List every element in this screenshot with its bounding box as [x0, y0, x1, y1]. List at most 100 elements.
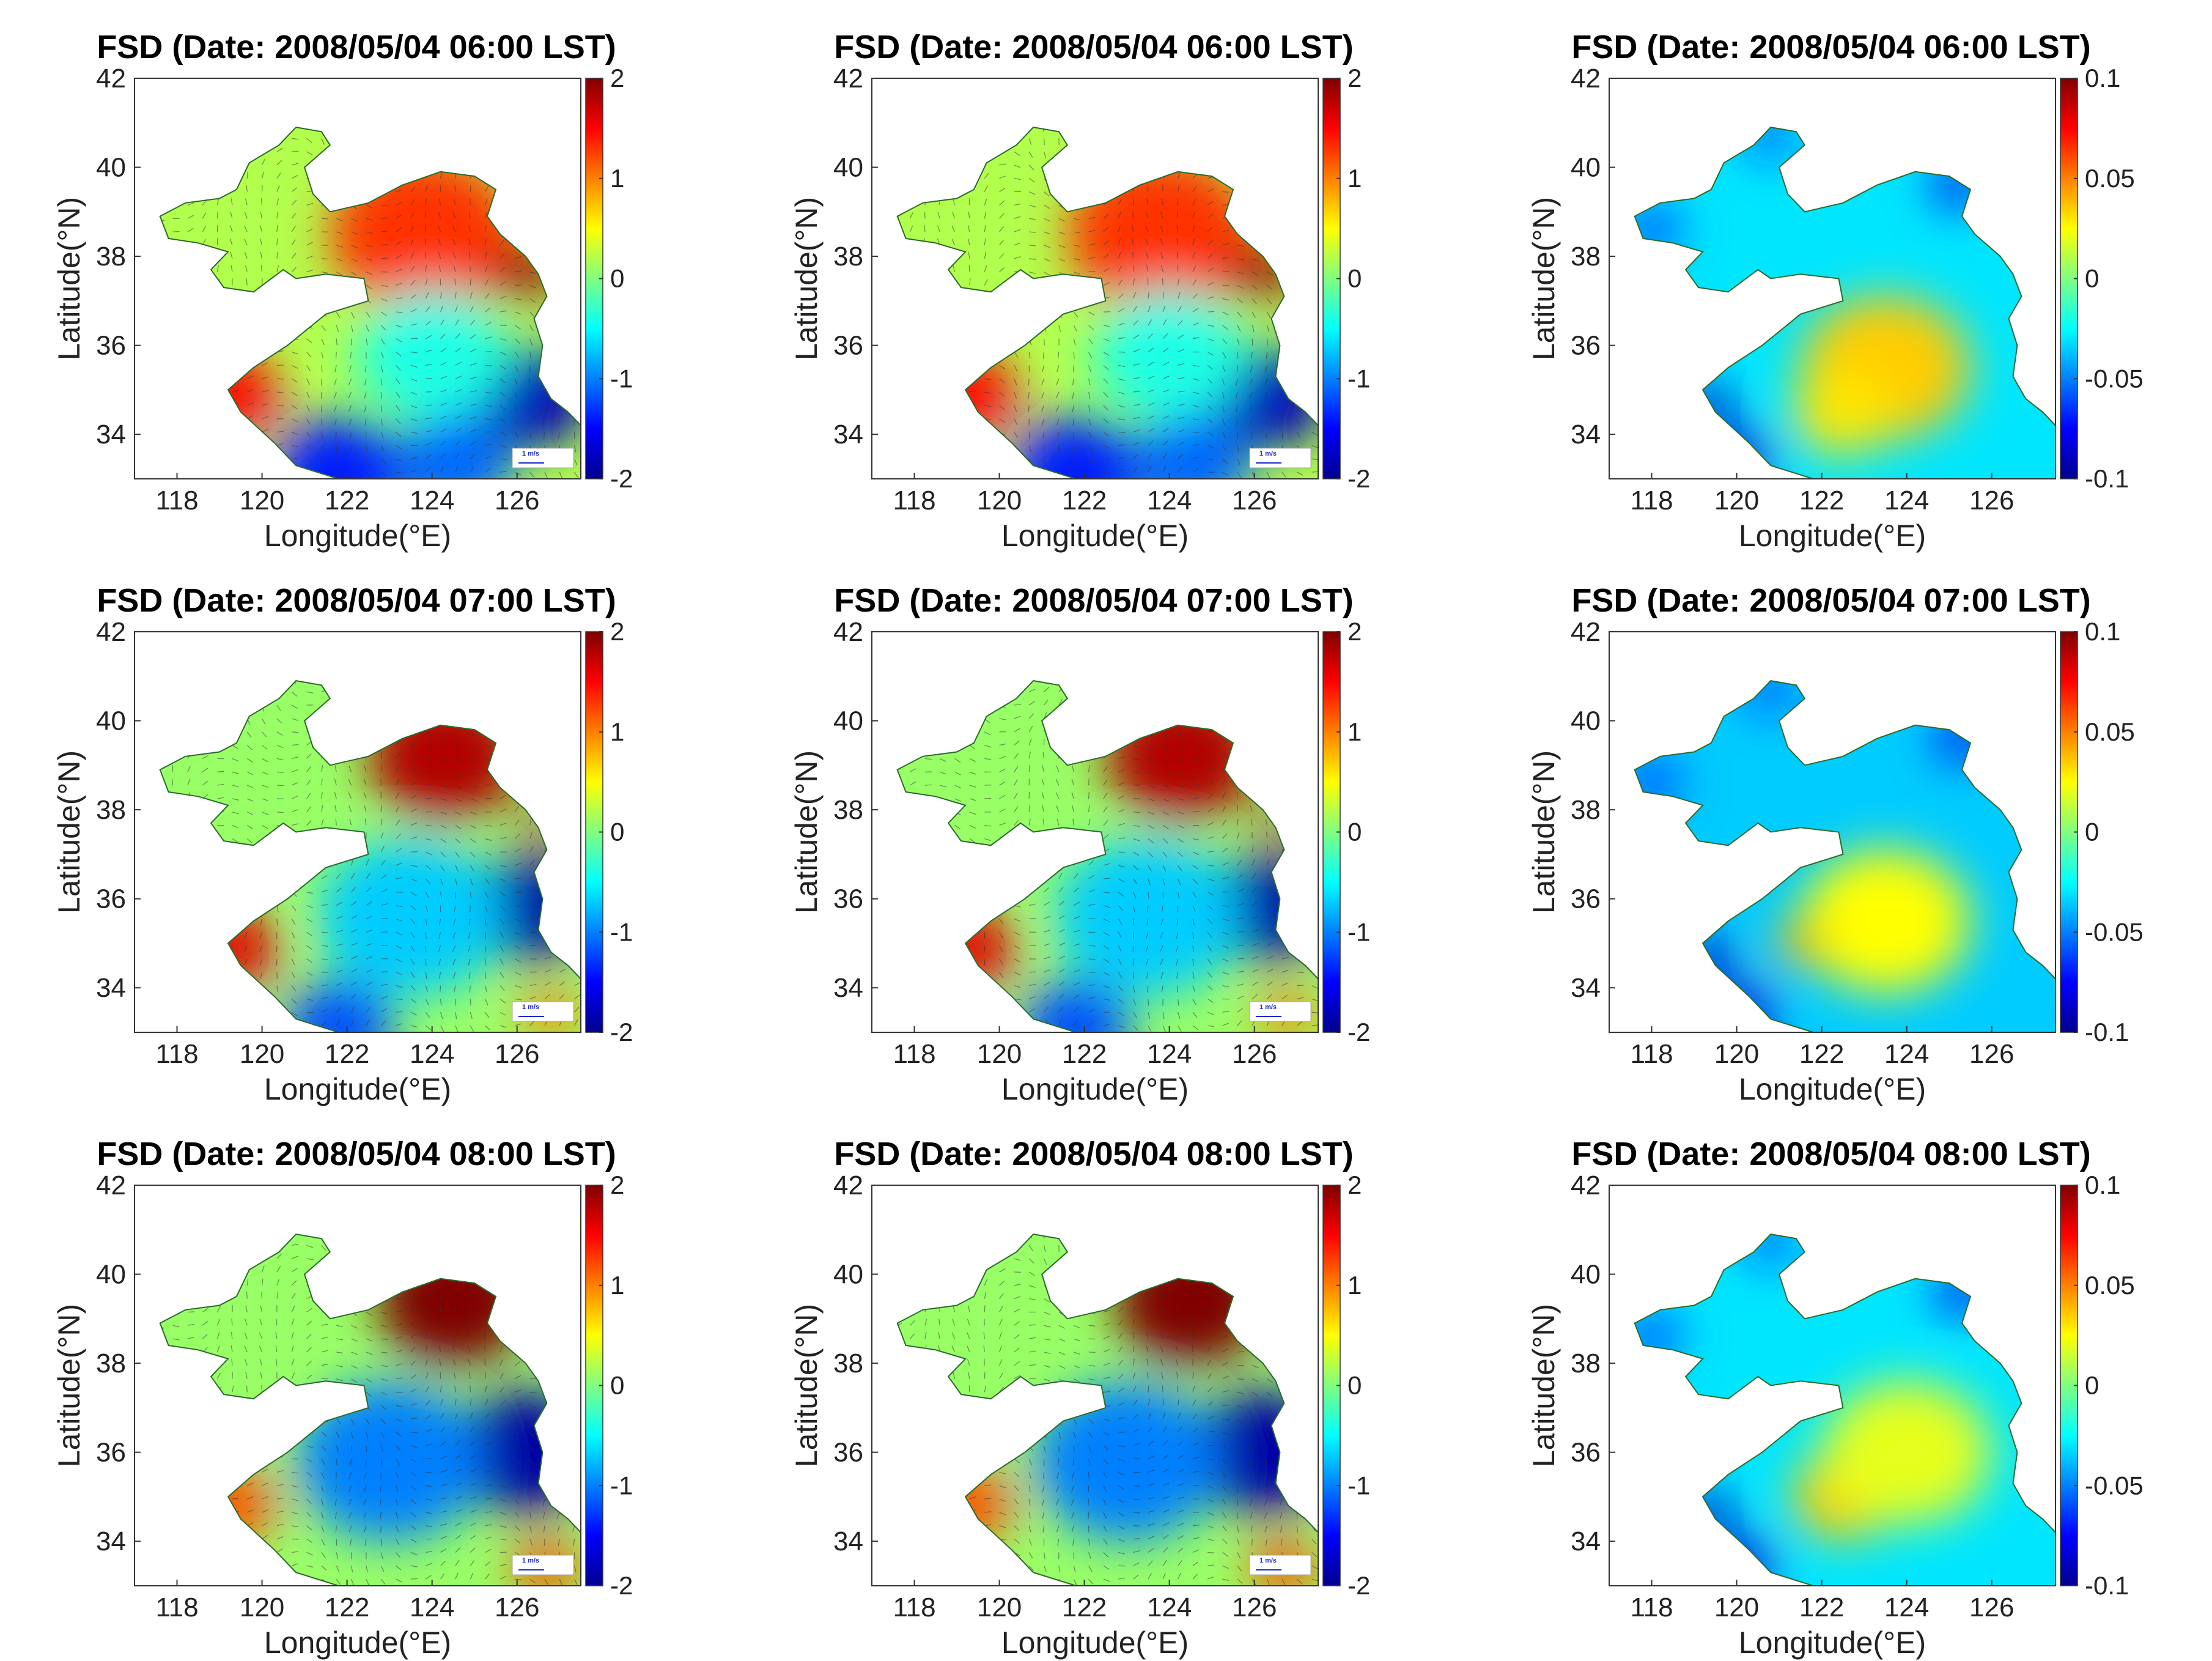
x-tick-label: 120: [1714, 1593, 1759, 1622]
chart-panel: 118 120 122 124 126 34 36 38 40 42 Longitude(°E) La…: [0, 553, 737, 1107]
y-axis-label: Latitude(°N): [1527, 197, 1561, 360]
chart-title: FSD (Date: 2008/05/04 06:00 LST): [834, 29, 1353, 65]
y-tick-label: 38: [1571, 1348, 1601, 1378]
colorbar-tick-label: -2: [610, 464, 633, 493]
y-tick-label: 38: [833, 1348, 863, 1378]
y-tick-label: 38: [833, 242, 863, 272]
x-tick-label: 120: [240, 1593, 284, 1622]
vector-scale-label: 1 m/s: [1259, 1004, 1277, 1011]
chart-panel: 118 120 122 124 126 34 36 38 40 42 Longitude(°E) La…: [1475, 0, 2212, 553]
field-blob: [1229, 245, 1297, 303]
y-tick-label: 36: [833, 331, 863, 361]
colorbar-tick-label: 2: [1347, 64, 1362, 92]
y-tick-label: 36: [833, 884, 863, 914]
x-tick-label: 124: [1884, 1593, 1929, 1622]
y-tick-label: 40: [833, 706, 863, 736]
y-tick-label: 40: [1571, 153, 1601, 183]
y-tick-label: 34: [1571, 973, 1601, 1003]
y-tick-label: 42: [96, 64, 126, 94]
field-blob: [1634, 758, 1682, 808]
field-blob: [181, 1465, 275, 1546]
chart-panel: 118 120 122 124 126 34 36 38 40 42 Longitude(°E) La…: [1475, 553, 2212, 1107]
y-tick-label: 34: [1571, 420, 1601, 449]
colorbar-tick-label: 0: [2085, 1371, 2099, 1400]
y-tick-label: 34: [96, 1526, 126, 1556]
y-tick-label: 34: [96, 973, 126, 1003]
colorbar-tick-label: 2: [610, 617, 624, 646]
x-tick-label: 124: [410, 486, 454, 516]
y-tick-label: 38: [96, 1348, 126, 1378]
colorbar-tick-label: 1: [610, 1271, 624, 1300]
axes-box: [134, 78, 581, 479]
field-blob: [1105, 691, 1259, 822]
coastline: [896, 680, 1319, 1033]
y-axis-label: Latitude(°N): [52, 750, 86, 914]
chart-title: FSD (Date: 2008/05/04 07:00 LST): [97, 582, 616, 619]
field-blob: [270, 416, 407, 479]
colorbar-tick-label: -1: [610, 364, 633, 393]
field-blob: [1800, 848, 1971, 994]
colorbar-tick-label: -2: [610, 1018, 633, 1046]
chart-title: FSD (Date: 2008/05/04 08:00 LST): [1571, 1136, 2090, 1172]
y-axis-label: Latitude(°N): [1527, 1304, 1561, 1467]
x-tick-label: 118: [893, 1039, 935, 1069]
colorbar-tick-label: 0.1: [2085, 617, 2120, 646]
x-tick-label: 120: [977, 1039, 1022, 1069]
x-axis-label: Longitude(°E): [264, 519, 451, 553]
y-tick-label: 42: [96, 617, 126, 647]
x-tick-label: 118: [155, 486, 198, 516]
y-tick-label: 42: [1571, 1171, 1601, 1200]
y-tick-label: 34: [1571, 1526, 1601, 1556]
colorbar-tick-label: -2: [1347, 1018, 1370, 1046]
colorbar-tick-label: 0: [2085, 818, 2099, 846]
coastline: [1634, 127, 2056, 479]
y-tick-label: 40: [833, 153, 863, 183]
y-axis-label: Latitude(°N): [1527, 750, 1561, 914]
x-tick-label: 124: [410, 1593, 454, 1622]
coastline: [1634, 1234, 2056, 1586]
y-tick-label: 40: [833, 1260, 863, 1290]
field-blob: [1936, 1270, 1988, 1314]
y-tick-label: 40: [96, 1260, 126, 1290]
colorbar-tick-label: 0.05: [2085, 717, 2135, 746]
y-tick-label: 36: [1571, 1438, 1601, 1468]
colorbar-tick-label: 0: [1347, 264, 1362, 293]
coastline: [159, 127, 581, 479]
y-tick-label: 42: [833, 617, 863, 647]
chart-svg: 118 120 122 124 1263436384042Longitude(°E)La…: [52, 29, 633, 553]
axes-box: [134, 1185, 581, 1586]
field-layer: [1634, 1234, 2055, 1586]
y-tick-label: 38: [96, 795, 126, 825]
y-tick-label: 36: [96, 331, 126, 361]
x-axis-label: Longitude(°E): [1739, 519, 1926, 553]
colorbar-tick-label: -0.1: [2085, 464, 2129, 493]
colorbar-tick-label: -2: [610, 1571, 633, 1600]
x-tick-label: 126: [1232, 1593, 1277, 1622]
y-tick-label: 38: [1571, 795, 1601, 825]
field-blob: [1749, 1234, 1792, 1262]
y-tick-label: 34: [833, 1526, 863, 1556]
field-blob: [1681, 939, 1733, 983]
vector-scale-label: 1 m/s: [1259, 450, 1277, 457]
field-blob: [1681, 1493, 1733, 1537]
field-blob: [1775, 921, 1826, 965]
colorbar-tick-label: 0: [1347, 1371, 1362, 1400]
chart-panel: 118 120 122 124 126 34 36 38 40 42 Longitude(°E) La…: [737, 1107, 1475, 1660]
field-blob: [521, 808, 556, 838]
y-tick-label: 38: [833, 795, 863, 825]
axes-box: [871, 78, 1319, 479]
x-tick-label: 126: [495, 1593, 539, 1622]
axes-box: [1609, 1185, 2056, 1586]
x-tick-label: 118: [1630, 486, 1673, 516]
coastline: [159, 680, 581, 1033]
x-tick-label: 120: [1714, 486, 1759, 516]
colorbar-tick-label: -0.1: [2085, 1018, 2129, 1046]
x-tick-label: 122: [325, 1593, 369, 1622]
chart-title: FSD (Date: 2008/05/04 08:00 LST): [834, 1136, 1353, 1172]
field-layer: [160, 1234, 581, 1586]
field-blob: [914, 350, 1017, 438]
coastline: [1634, 680, 2056, 1033]
field-blob: [918, 1465, 1012, 1546]
y-tick-label: 42: [833, 1171, 863, 1200]
chart-title: FSD (Date: 2008/05/04 08:00 LST): [97, 1136, 616, 1172]
